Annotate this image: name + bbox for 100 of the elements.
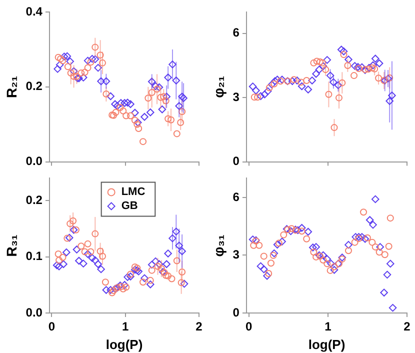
point	[146, 276, 154, 284]
point	[152, 82, 160, 90]
point	[376, 248, 383, 256]
point	[148, 266, 156, 274]
point	[344, 247, 352, 254]
point	[294, 226, 302, 234]
legend-label: LMC	[121, 186, 146, 198]
point	[63, 52, 72, 60]
point	[154, 86, 161, 93]
point	[260, 252, 268, 260]
point	[326, 72, 334, 80]
point	[368, 238, 376, 246]
point	[375, 59, 384, 68]
point	[134, 264, 141, 272]
point	[327, 260, 335, 268]
y-tick-label: 0	[232, 154, 240, 168]
point	[344, 62, 352, 69]
y-tick-label: 0.0	[26, 305, 43, 320]
point	[344, 240, 352, 249]
point	[168, 116, 175, 124]
point	[173, 257, 180, 264]
point	[376, 243, 384, 251]
point	[175, 102, 184, 110]
point	[135, 124, 142, 132]
point	[56, 60, 64, 69]
y-tick-label: 0.1	[26, 249, 43, 264]
point	[303, 76, 310, 84]
point	[162, 97, 170, 104]
point	[134, 120, 141, 128]
point	[298, 224, 306, 232]
point	[160, 93, 168, 100]
x-tick-label: 0	[246, 320, 252, 334]
point	[256, 242, 263, 249]
point	[52, 261, 61, 270]
point	[87, 248, 94, 256]
point	[286, 227, 295, 236]
point	[96, 248, 104, 255]
point	[122, 284, 130, 291]
point	[340, 51, 348, 58]
point	[177, 118, 184, 126]
point	[263, 272, 271, 280]
x-tick-label: 1	[122, 320, 129, 334]
point	[54, 65, 62, 73]
x-axis-title: log(P)	[308, 336, 346, 352]
point	[323, 255, 332, 263]
point	[84, 250, 92, 258]
point	[316, 58, 324, 66]
point	[293, 76, 301, 84]
point	[140, 274, 148, 282]
point	[268, 80, 276, 88]
point	[126, 100, 134, 108]
point	[162, 272, 170, 279]
point	[102, 77, 110, 86]
point	[88, 54, 96, 63]
point	[144, 94, 152, 102]
point	[116, 104, 124, 111]
point	[304, 86, 312, 94]
point	[178, 247, 186, 256]
point	[180, 280, 188, 288]
point	[273, 76, 282, 84]
point	[54, 54, 62, 61]
point	[173, 130, 180, 138]
point	[309, 244, 317, 252]
y-tick-label: 6	[232, 190, 240, 204]
y-axis-title: R₃₁	[3, 234, 20, 257]
point	[260, 265, 268, 274]
point	[70, 217, 77, 224]
point	[140, 138, 147, 146]
point	[318, 59, 326, 66]
point	[178, 279, 185, 286]
point	[250, 94, 258, 101]
point	[91, 256, 100, 264]
point	[372, 243, 379, 250]
point	[131, 108, 139, 117]
point	[248, 82, 257, 90]
point	[368, 64, 376, 72]
point	[66, 220, 74, 228]
point	[288, 225, 296, 232]
point	[55, 262, 63, 270]
point	[56, 256, 63, 264]
point	[131, 263, 138, 270]
point	[120, 285, 127, 292]
point	[154, 262, 162, 270]
point	[252, 86, 260, 94]
point	[120, 99, 129, 107]
point	[319, 251, 328, 260]
point	[72, 246, 81, 254]
point	[385, 242, 392, 250]
point	[60, 260, 68, 268]
point	[313, 58, 320, 65]
point	[340, 47, 348, 56]
point	[70, 226, 78, 234]
point	[256, 92, 265, 100]
point	[312, 253, 320, 260]
point	[122, 112, 130, 120]
point	[361, 234, 369, 243]
point	[388, 304, 397, 312]
point	[326, 266, 334, 274]
point	[131, 116, 138, 124]
point	[126, 272, 134, 280]
